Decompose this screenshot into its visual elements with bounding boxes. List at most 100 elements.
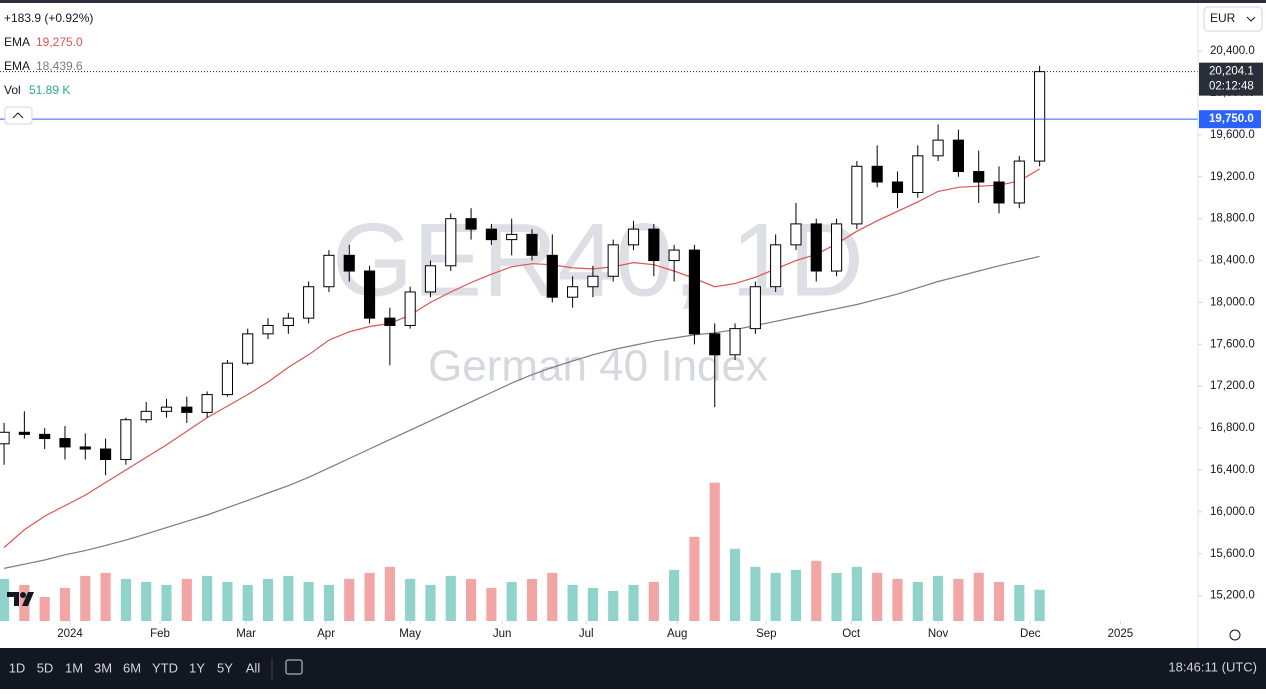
volume-bar <box>141 581 152 621</box>
candle-body <box>729 328 741 356</box>
x-tick-label: May <box>399 628 421 640</box>
volume-bar <box>547 572 558 621</box>
legend-value: 51.89 K <box>29 83 70 97</box>
volume-bar <box>526 578 538 621</box>
x-tick-label: 2025 <box>1108 628 1134 640</box>
currency-select[interactable] <box>1203 6 1263 32</box>
volume-bar <box>262 578 274 621</box>
volume-bar <box>181 578 192 621</box>
settings-icon[interactable] <box>1229 629 1241 641</box>
volume-bar <box>750 566 761 621</box>
range-button[interactable]: 1M <box>65 660 83 675</box>
legend-name: Vol <box>4 83 21 97</box>
candle-body <box>1013 160 1025 204</box>
axes: 15,200.0 15,600.0 16,000.0 16,400.0 16,800.0… <box>57 45 1263 640</box>
y-tick-label: 16,800.0 <box>1210 422 1255 434</box>
candle-body <box>871 165 883 183</box>
volume-bar <box>283 575 294 621</box>
candle-body <box>323 254 335 288</box>
dropdown-icon <box>1246 16 1256 22</box>
volume-bar <box>344 578 355 621</box>
volume-bar <box>851 566 862 621</box>
candle-body <box>891 181 904 193</box>
candle-body <box>343 254 355 272</box>
volume-bar <box>486 587 497 621</box>
date-range-icon[interactable] <box>285 659 303 675</box>
volume-bar <box>120 578 131 621</box>
y-tick-label: 17,200.0 <box>1210 380 1255 392</box>
ema-line <box>3 168 1040 548</box>
candle-body <box>100 448 112 461</box>
plot <box>0 65 1198 621</box>
candle-body <box>465 218 477 230</box>
change: +183.9 (+0.92%) <box>4 11 93 25</box>
y-tick-label: 18,000.0 <box>1210 296 1255 308</box>
legend-name: EMA <box>4 59 30 73</box>
range-button[interactable]: 6M <box>123 660 141 675</box>
volume-bar <box>953 578 964 621</box>
candle-body <box>830 223 843 272</box>
x-tick-label: Feb <box>150 628 170 640</box>
volume-bar <box>831 572 842 621</box>
level-label: 19,750.0 <box>1209 113 1254 125</box>
toolbar <box>0 648 1266 689</box>
ema-line <box>3 255 1040 569</box>
candle-body <box>303 286 315 319</box>
volume-bar <box>892 578 903 621</box>
range-button[interactable]: 3M <box>94 660 112 675</box>
candle-body <box>952 139 964 173</box>
candle-body <box>790 223 802 246</box>
volume-bar <box>0 578 10 621</box>
volume-bar <box>587 587 598 621</box>
x-tick-label: Sep <box>756 628 776 640</box>
logo-dot <box>20 592 26 598</box>
candle-body <box>688 249 701 335</box>
volume-bar <box>1014 584 1025 621</box>
x-tick-label: Jul <box>579 628 594 640</box>
collapse-button[interactable] <box>4 106 33 125</box>
x-tick-label: Apr <box>317 628 335 640</box>
candle-body <box>526 233 538 256</box>
volume-bar <box>303 581 314 621</box>
volume-bar <box>729 548 741 621</box>
range-button[interactable]: 5D <box>37 660 54 675</box>
volume-bar <box>405 578 416 621</box>
candle-body <box>79 446 91 450</box>
volume-bar <box>872 572 883 621</box>
range-buttons: 1D 5D 1M 3M 6M YTD 1Y 5Y All <box>9 660 261 675</box>
y-tick-label: 15,200.0 <box>1210 590 1255 602</box>
range-button[interactable]: 1D <box>9 660 26 675</box>
range-button[interactable]: YTD <box>152 660 178 675</box>
candle-body <box>181 406 193 413</box>
range-button[interactable]: All <box>246 660 261 675</box>
level-label-box <box>1199 110 1261 129</box>
tv-logo <box>7 592 34 606</box>
volume-bar <box>689 536 700 621</box>
y-tick-label: 16,000.0 <box>1210 506 1255 518</box>
range-button[interactable]: 1Y <box>189 660 205 675</box>
candle-body <box>120 419 132 461</box>
candle-body <box>973 171 985 183</box>
volume-bar <box>912 581 923 621</box>
volume-bar <box>506 581 517 621</box>
collapse-icon <box>12 112 24 119</box>
volume-bar <box>100 572 111 621</box>
volume-bar <box>466 578 477 621</box>
candle-body <box>39 433 51 440</box>
x-tick-label: 2024 <box>57 628 83 640</box>
volume-bar <box>993 581 1005 621</box>
last-price-label: 20,204.1 <box>1209 66 1254 78</box>
x-tick-label: Oct <box>842 628 861 640</box>
range-button[interactable]: 5Y <box>217 660 233 675</box>
y-tick-label: 19,600.0 <box>1210 129 1255 141</box>
candle-body <box>201 394 213 413</box>
candle-body <box>160 406 173 412</box>
y-tick-label: 18,800.0 <box>1210 213 1255 225</box>
x-tick-label: Nov <box>928 628 949 640</box>
volume-bar <box>1034 589 1045 621</box>
candle-body <box>648 228 660 262</box>
volume-bar <box>242 584 253 621</box>
y-tick-label: 17,600.0 <box>1210 338 1255 350</box>
candle-body <box>445 218 457 267</box>
